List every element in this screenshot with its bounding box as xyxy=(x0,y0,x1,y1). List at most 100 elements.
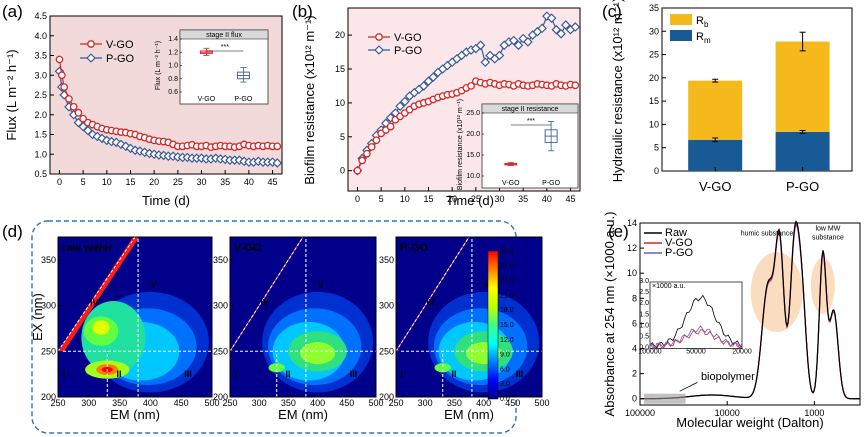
data-point-vgo xyxy=(74,108,83,117)
x-tick-label: 45 xyxy=(268,177,278,187)
data-point-vgo xyxy=(375,33,383,41)
inset-y-tick-label: 3.0 xyxy=(639,278,649,285)
legend-subscript: m xyxy=(704,36,711,45)
colorbar-tick-label: 6.0 xyxy=(500,366,510,373)
dashed-outline xyxy=(31,220,517,434)
inset-y-tick-label: 2.5 xyxy=(639,289,649,296)
region-divider xyxy=(395,236,470,352)
data-point-vgo xyxy=(87,40,95,48)
region-label: IV xyxy=(260,298,269,308)
data-point-vgo xyxy=(55,55,64,64)
eem-frame xyxy=(229,236,377,398)
eem-title: P-GO xyxy=(400,242,429,254)
x-tick-label: 450 xyxy=(174,398,189,408)
bar-rb xyxy=(775,41,830,132)
y-tick-label: 4.0 xyxy=(34,31,47,41)
biopolymer-region xyxy=(643,393,686,404)
inset-y-tick-label: 10.0 xyxy=(466,173,480,180)
x-axis-label: Molecular weight (Dalton) xyxy=(676,415,823,430)
x-axis-label: EM (nm) xyxy=(110,407,160,422)
legend-label: P-GO xyxy=(665,247,694,259)
x-tick-label: 20 xyxy=(447,194,457,204)
data-point-vgo xyxy=(386,122,395,131)
data-point-pgo xyxy=(494,50,505,61)
data-point-vgo xyxy=(60,83,69,91)
inset-y-tick-label: 1.0 xyxy=(168,63,178,70)
inset-y-tick-label: 2.0 xyxy=(639,300,649,307)
bar-rm xyxy=(688,139,743,171)
x-tick-label: 20 xyxy=(149,177,159,187)
colorbar-tick-label: 24.0 xyxy=(500,278,514,285)
legend-label: Rb xyxy=(696,15,709,29)
inset-frame xyxy=(179,29,269,105)
y-tick-label: 20 xyxy=(649,73,659,83)
x-axis-label: Time (d) xyxy=(142,193,190,208)
panel-label-a: (a) xyxy=(2,2,23,21)
data-point-pgo xyxy=(374,45,384,55)
inset-y-tick-label: 15.0 xyxy=(466,152,480,159)
inset-y-tick-label: 20.0 xyxy=(466,131,480,138)
y-tick-label: 20 xyxy=(335,30,345,40)
inset-frame xyxy=(481,103,579,189)
colorbar-tick-label: 12.0 xyxy=(500,337,514,344)
plot-frame xyxy=(639,222,861,406)
panel-label-c: (c) xyxy=(602,2,622,21)
y-tick-label: 15 xyxy=(335,64,345,74)
region-label: V xyxy=(150,279,156,289)
x-tick-label: 1000 xyxy=(804,408,824,418)
inset-frame xyxy=(649,281,743,349)
data-point-pgo xyxy=(395,101,405,112)
x-axis-label: Time (d) xyxy=(446,193,494,208)
x-tick-label: 0 xyxy=(57,177,62,187)
data-point-pgo xyxy=(508,35,519,46)
region-divider xyxy=(57,236,136,352)
region-label: III xyxy=(184,369,192,379)
y-tick-label: 5 xyxy=(340,132,345,142)
inset-title: stage II resistance xyxy=(502,106,559,113)
y-tick-label: 3.5 xyxy=(34,51,47,61)
colorbar-tick-label: 0.0 xyxy=(500,396,510,403)
x-tick-label: 250 xyxy=(388,398,403,408)
lowmw-label: low MW xyxy=(815,226,840,233)
eem-title: raw water xyxy=(62,242,113,254)
y-tick-label: 350 xyxy=(379,255,394,265)
x-tick-label: 300 xyxy=(81,398,96,408)
legend-swatch xyxy=(670,30,692,41)
humic-highlight xyxy=(750,252,803,333)
data-point-pgo xyxy=(428,72,439,82)
x-tick-label: P-GO xyxy=(786,179,819,194)
x-tick-label: 30 xyxy=(495,194,505,204)
significance-label: *** xyxy=(221,44,229,51)
inset-y-tick-label: 0.6 xyxy=(168,89,178,96)
y-tick-label: 1.0 xyxy=(34,149,47,159)
x-tick-label: 15 xyxy=(125,177,135,187)
region-divider xyxy=(229,236,304,352)
x-tick-label: 40 xyxy=(542,194,552,204)
plot-frame xyxy=(661,7,853,172)
x-tick-label: 400 xyxy=(143,398,158,408)
region-label: II xyxy=(285,369,290,379)
panel-label-d: (d) xyxy=(2,222,23,241)
contour-level xyxy=(300,342,336,365)
inset-y-tick-label: 1.2 xyxy=(168,49,178,56)
y-tick-label: 5 xyxy=(654,143,659,153)
inset-x-tick-label: 20000 xyxy=(732,349,752,356)
region-label: V xyxy=(318,279,324,289)
y-tick-label: 12 xyxy=(627,243,637,253)
panel-label-b: (b) xyxy=(292,2,313,21)
x-tick-label: 350 xyxy=(281,398,296,408)
colorbar-tick-label: 15.0 xyxy=(500,322,514,329)
y-tick-label: 2 xyxy=(632,369,637,379)
lowmw-label: substance xyxy=(812,235,844,242)
x-tick-label: V-GO xyxy=(699,179,732,194)
x-tick-label: 450 xyxy=(505,398,520,408)
x-tick-label: 350 xyxy=(447,398,462,408)
colorbar-tick-label: 27.0 xyxy=(500,263,514,270)
data-point-vgo xyxy=(571,81,580,90)
y-tick-label: 2.0 xyxy=(34,110,47,120)
x-tick-label: 500 xyxy=(204,398,219,408)
y-tick-label: 3.0 xyxy=(34,70,47,80)
y-tick-label: 350 xyxy=(213,255,228,265)
y-tick-label: 350 xyxy=(41,255,56,265)
